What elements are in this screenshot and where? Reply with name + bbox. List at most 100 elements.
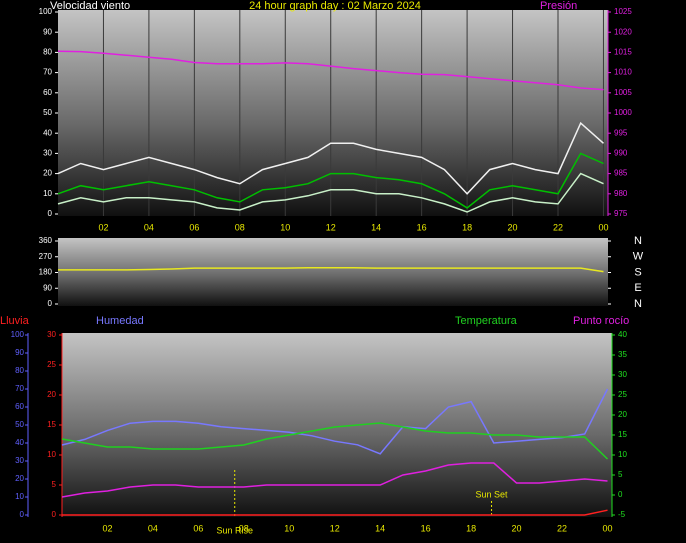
x-tick-label: 18: [466, 523, 476, 533]
y2-tick-label: E: [634, 282, 641, 294]
y-tick-label: 80: [15, 366, 24, 375]
series-line: [61, 462, 608, 498]
y2-tick-label: -5: [618, 510, 626, 519]
x-tick-label: 20: [512, 523, 522, 533]
y-tick-label: 80: [43, 48, 52, 57]
y-tick-label: 60: [15, 402, 24, 411]
series-line: [61, 422, 609, 460]
y-tick-label: 20: [43, 169, 52, 178]
y-tick-label: 90: [43, 283, 52, 292]
y2-tick-label: 10: [618, 450, 627, 459]
y2-tick-label: 40: [618, 330, 627, 339]
y2-tick-label: 1025: [614, 7, 632, 16]
y2-tick-label: 1015: [614, 48, 632, 57]
y3-tick-label: 10: [47, 450, 56, 459]
y2-tick-label: 1010: [614, 68, 632, 77]
y-tick-label: 60: [43, 88, 52, 97]
y2-tick-label: N: [634, 235, 642, 247]
series-line: [57, 172, 604, 213]
x-tick-label: 02: [98, 222, 108, 232]
y2-tick-label: N: [634, 298, 642, 310]
legend-label: Punto rocío: [573, 315, 629, 327]
y2-tick-label: S: [634, 266, 641, 278]
series-line: [57, 50, 604, 91]
x-tick-label: 10: [284, 523, 294, 533]
y2-tick-label: 990: [614, 149, 628, 158]
y2-tick-label: 0: [618, 490, 623, 499]
x-tick-label: 06: [189, 222, 199, 232]
y3-tick-label: 20: [47, 390, 56, 399]
y2-tick-label: 985: [614, 169, 628, 178]
y-tick-label: 10: [15, 492, 24, 501]
series-line: [62, 509, 608, 516]
y2-tick-label: 1005: [614, 88, 632, 97]
x-tick-label: 20: [508, 222, 518, 232]
y-tick-label: 0: [48, 209, 53, 218]
annotation: Sun Set: [476, 489, 509, 499]
y2-tick-label: 5: [618, 470, 623, 479]
y-tick-label: 0: [20, 510, 25, 519]
x-tick-label: 14: [375, 523, 385, 533]
y2-tick-label: 995: [614, 128, 628, 137]
x-tick-label: 14: [371, 222, 381, 232]
y2-tick-label: 20: [618, 410, 627, 419]
x-tick-label: 00: [598, 222, 608, 232]
legend-label: Humedad: [96, 315, 144, 327]
legend-label: Lluvia: [0, 315, 30, 327]
plot-bg: [58, 10, 608, 216]
x-tick-label: 22: [553, 222, 563, 232]
series-line: [61, 388, 609, 455]
y2-tick-label: 35: [618, 350, 627, 359]
y-tick-label: 40: [15, 438, 24, 447]
y-label: Velocidad viento: [50, 0, 130, 12]
y3-tick-label: 0: [52, 510, 57, 519]
y-tick-label: 30: [15, 456, 24, 465]
y2-label: Presión: [540, 0, 577, 12]
x-tick-label: 22: [557, 523, 567, 533]
y-tick-label: 50: [15, 420, 24, 429]
y3-tick-label: 15: [47, 420, 56, 429]
y-tick-label: 50: [43, 108, 52, 117]
y2-tick-label: 980: [614, 189, 628, 198]
plot-bg: [62, 333, 612, 517]
series-line: [57, 121, 604, 195]
y2-tick-label: 1020: [614, 27, 632, 36]
series-line: [57, 152, 604, 209]
y-tick-label: 180: [39, 268, 53, 277]
y-tick-label: 20: [15, 474, 24, 483]
x-tick-label: 16: [421, 523, 431, 533]
x-tick-label: 00: [602, 523, 612, 533]
x-tick-label: 16: [417, 222, 427, 232]
x-tick-label: 08: [239, 523, 249, 533]
x-tick-label: 08: [235, 222, 245, 232]
x-tick-label: 12: [330, 523, 340, 533]
y3-tick-label: 25: [47, 360, 56, 369]
y-tick-label: 90: [43, 27, 52, 36]
y-tick-label: 70: [15, 384, 24, 393]
x-tick-label: 04: [148, 523, 158, 533]
annotation: Sun Rise: [216, 525, 253, 535]
legend-label: Temperatura: [455, 315, 518, 327]
y-tick-label: 30: [43, 149, 52, 158]
y2-tick-label: 1000: [614, 108, 632, 117]
y-tick-label: 100: [39, 7, 53, 16]
plot-bg: [58, 238, 608, 306]
y-tick-label: 270: [39, 252, 53, 261]
y-tick-label: 360: [39, 236, 53, 245]
series-line: [58, 267, 604, 273]
y-tick-label: 100: [11, 330, 25, 339]
y3-tick-label: 5: [52, 480, 57, 489]
y-tick-label: 70: [43, 68, 52, 77]
chart-title: 24 hour graph day : 02 Marzo 2024: [249, 0, 421, 12]
x-tick-label: 04: [144, 222, 154, 232]
y-tick-label: 10: [43, 189, 52, 198]
y-tick-label: 40: [43, 128, 52, 137]
x-tick-label: 10: [280, 222, 290, 232]
y3-tick-label: 30: [47, 330, 56, 339]
y2-tick-label: 30: [618, 370, 627, 379]
x-tick-label: 18: [462, 222, 472, 232]
y2-tick-label: 975: [614, 209, 628, 218]
y2-tick-label: 15: [618, 430, 627, 439]
